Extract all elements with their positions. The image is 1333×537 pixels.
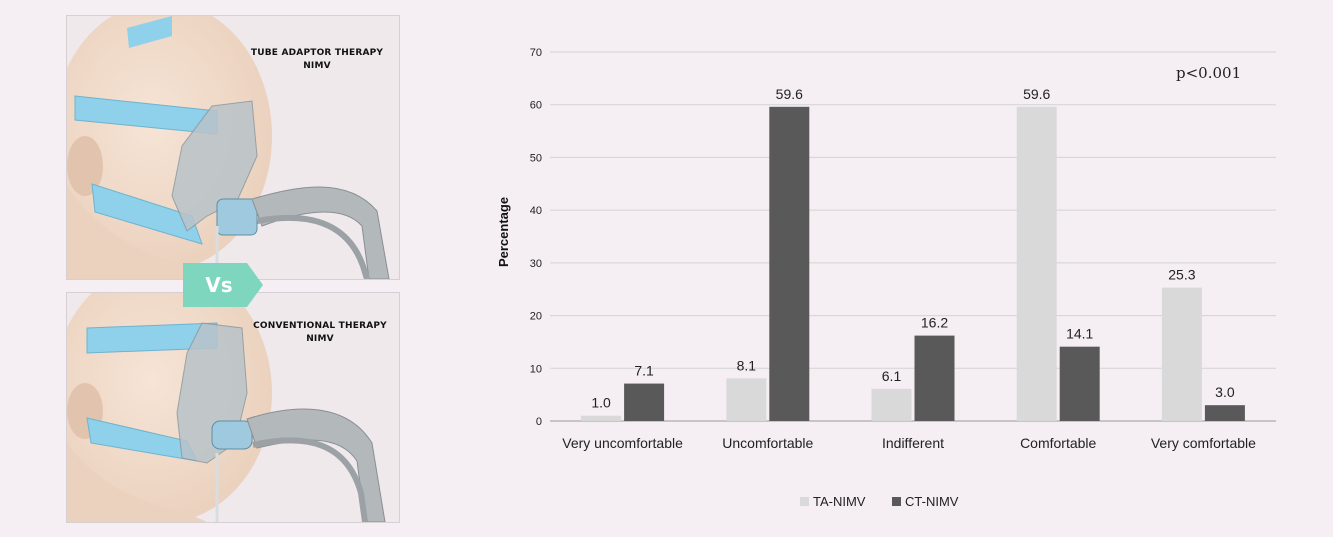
bar-ct-nimv-0 [624,383,665,421]
legend-swatch-ct-nimv [892,497,901,506]
bar-ta-nimv-0 [581,415,622,421]
legend: TA-NIMV CT-NIMV [800,494,959,509]
tube-adaptor-title: TUBE ADAPTOR THERAPY NIMV [247,47,387,73]
vs-arrow-icon [183,263,263,307]
x-tick-label: Very uncomfortable [562,435,683,451]
y-axis-label: Percentage [496,197,511,267]
data-label: 1.0 [591,395,611,411]
data-label: 8.1 [737,357,757,373]
x-tick-label: Comfortable [1020,435,1096,451]
data-label: 14.1 [1066,326,1093,342]
vs-label: Vs [205,273,233,297]
x-tick-label: Indifferent [882,435,944,451]
data-label: 16.2 [921,315,948,331]
p-value-annotation: p<0.001 [1176,64,1242,82]
bar-ct-nimv-3 [1059,346,1100,421]
bar-ta-nimv-2 [871,388,912,421]
bars [581,106,1245,421]
conventional-title-line1: CONVENTIONAL THERAPY [253,321,387,331]
y-tick-label: 30 [530,258,542,270]
x-tick-label: Uncomfortable [722,435,813,451]
y-tick-label: 20 [530,311,542,323]
bar-ta-nimv-4 [1161,287,1202,421]
tube-adaptor-title-line2: NIMV [303,61,331,71]
x-tick-label: Very comfortable [1151,435,1256,451]
bar-ta-nimv-3 [1016,106,1057,421]
y-tick-label: 40 [530,205,542,217]
y-tick-label: 10 [530,363,542,375]
y-tick-label: 50 [530,152,542,164]
tube-adaptor-illustration: TUBE ADAPTOR THERAPY NIMV [66,15,400,280]
y-tick-label: 70 [530,47,542,59]
data-label: 7.1 [634,363,654,379]
bar-ta-nimv-1 [726,378,767,421]
legend-swatch-ta-nimv [800,497,809,506]
bar-ct-nimv-4 [1204,405,1245,421]
y-tick-labels: 0 10 20 30 40 50 60 70 [530,47,542,428]
conventional-mask-icon [67,293,386,522]
legend-label: TA-NIMV [813,494,866,509]
conventional-therapy-title: CONVENTIONAL THERAPY NIMV [245,320,395,346]
legend-label: CT-NIMV [905,494,959,509]
y-tick-label: 0 [536,416,542,428]
x-tick-labels: Very uncomfortable Uncomfortable Indiffere… [562,435,1256,451]
data-label: 6.1 [882,368,902,384]
bar-ct-nimv-2 [914,335,955,421]
gridlines [550,51,1276,422]
conventional-therapy-illustration: CONVENTIONAL THERAPY NIMV [66,292,400,523]
conventional-title-line2: NIMV [306,334,334,344]
data-label: 59.6 [1023,86,1050,102]
data-label: 25.3 [1168,267,1195,283]
bar-ct-nimv-1 [769,106,810,421]
y-tick-label: 60 [530,100,542,112]
tube-adaptor-title-line1: TUBE ADAPTOR THERAPY [250,48,384,58]
data-label: 3.0 [1215,384,1235,400]
data-label: 59.6 [776,86,803,102]
tube-adaptor-mask-icon [67,16,390,279]
data-labels: 1.0 7.1 8.1 59.6 6.1 16.2 59.6 14.1 25.3 3.0 [591,86,1234,411]
